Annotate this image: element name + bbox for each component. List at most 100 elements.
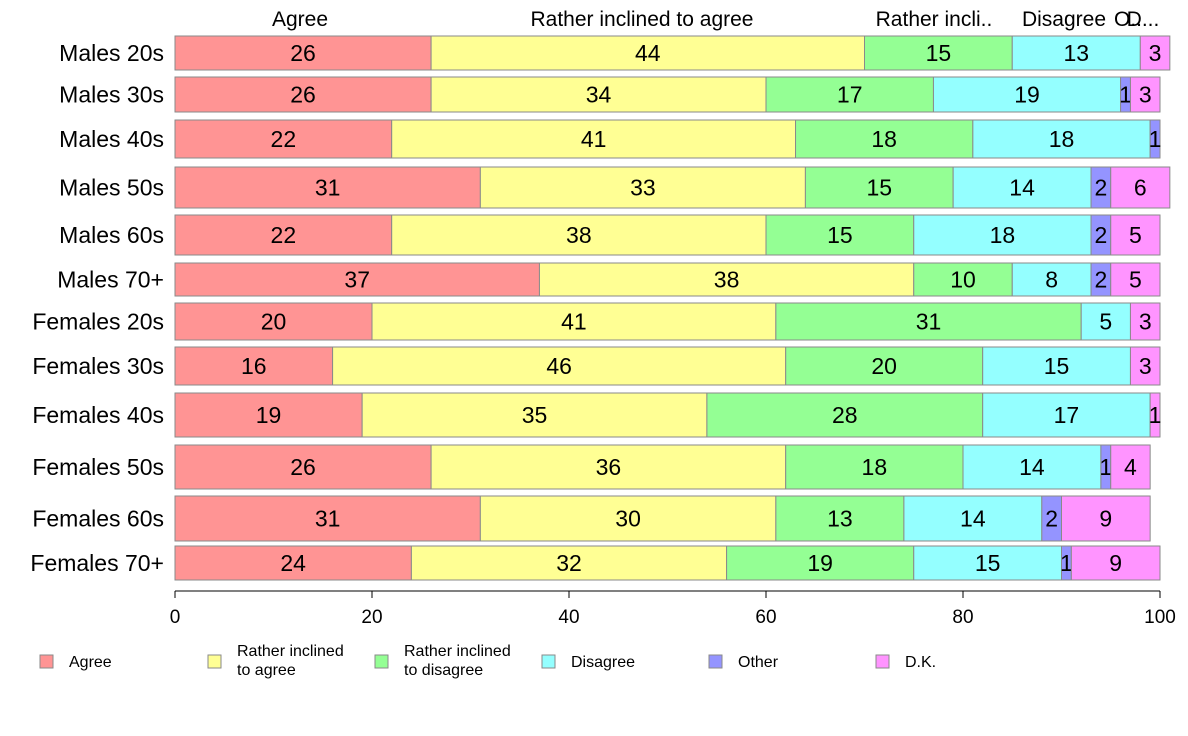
bar-females-20s-d-k (1129, 302, 1161, 341)
category-label: Males 50s (59, 175, 164, 201)
bar-value-label: 13 (827, 506, 853, 532)
legend-label-disagree: Disagree (571, 654, 635, 671)
bar-females-50s-d-k (1110, 444, 1151, 490)
bar-value-label: 1 (1060, 550, 1073, 576)
legend-swatch-rather-inclined-to-disagree (374, 654, 389, 669)
bar-males-30s-disagree (932, 76, 1122, 113)
bar-value-label: 1 (1149, 126, 1162, 152)
bar-value-label: 32 (556, 550, 582, 576)
legend: Agree Rather inclined to agree Rather incli… (39, 643, 936, 679)
top-series-labels: Agree Rather inclined to agree Rather incl… (272, 8, 1159, 31)
legend-swatch-disagree (541, 654, 556, 669)
bar-value-label: 19 (1014, 82, 1040, 108)
bar-value-label: 18 (1049, 126, 1075, 152)
top-label-3: Disagree (1022, 8, 1106, 31)
bar-males-30s-rather-inclined-to-agree (430, 76, 767, 113)
bar-females-50s-disagree (962, 444, 1102, 490)
bar-value-label: 17 (1054, 402, 1080, 428)
bar-value-label: 4 (1124, 454, 1137, 480)
bar-value-label: 3 (1139, 82, 1152, 108)
bar-value-label: 44 (635, 40, 661, 66)
bar-females-40s-rather-inclined-to-agree (361, 392, 708, 438)
bar-value-label: 26 (290, 82, 316, 108)
x-tick-label: 100 (1144, 607, 1176, 628)
legend-label-rather-inclined-to-disagree: Rather inclined to disagree (404, 643, 511, 679)
bar-value-label: 33 (630, 175, 656, 201)
bar-value-label: 41 (561, 309, 587, 335)
x-tick-label: 60 (755, 607, 776, 628)
bar-females-70-rather-inclined-to-disagree (726, 545, 915, 581)
bar-females-20s-rather-inclined-to-disagree (775, 302, 1082, 341)
bar-males-40s-agree (174, 119, 393, 159)
category-label: Females 20s (32, 309, 164, 335)
bar-males-30s-d-k (1129, 76, 1161, 113)
bar-value-label: 26 (290, 454, 316, 480)
bar-value-label: 26 (290, 40, 316, 66)
bar-females-30s-disagree (982, 346, 1131, 386)
category-label: Females 30s (32, 353, 164, 379)
legend-label-d-k: D.K. (905, 654, 936, 671)
bar-value-label: 6 (1134, 175, 1147, 201)
bar-value-label: 15 (975, 550, 1001, 576)
bar-value-label: 2 (1095, 267, 1108, 293)
bar-value-label: 22 (271, 126, 297, 152)
bar-males-60s-disagree (913, 214, 1092, 256)
bar-value-label: 2 (1045, 506, 1058, 532)
x-axis: 0 20 40 60 80 100 (170, 590, 1176, 628)
bar-value-label: 15 (1044, 353, 1070, 379)
x-tick-label: 80 (952, 607, 973, 628)
legend-swatch-agree (39, 654, 54, 669)
bar-females-40s-rather-inclined-to-disagree (706, 392, 984, 438)
legend-label-agree: Agree (69, 654, 112, 671)
bars-area: 26 44 15 13 326 34 17 19 1 322 41 18 18 131 33 15 14 2 622… (174, 35, 1171, 581)
bar-value-label: 19 (256, 402, 282, 428)
bar-value-label: 30 (615, 506, 641, 532)
bar-value-label: 38 (714, 267, 740, 293)
bar-value-label: 5 (1129, 222, 1142, 248)
bar-males-70-agree (174, 262, 540, 297)
bar-males-40s-rather-inclined-to-disagree (795, 119, 974, 159)
x-tick-label: 0 (170, 607, 181, 628)
bar-value-label: 15 (926, 40, 952, 66)
category-label: Females 40s (32, 402, 164, 428)
bar-value-label: 41 (581, 126, 607, 152)
bar-females-60s-disagree (903, 495, 1043, 542)
bar-females-60s-d-k (1061, 495, 1151, 542)
bar-value-label: 31 (315, 175, 341, 201)
bar-males-70-disagree (1011, 262, 1092, 297)
bar-value-label: 10 (950, 267, 976, 293)
bar-value-label: 37 (344, 267, 370, 293)
bar-value-label: 28 (832, 402, 858, 428)
bar-value-label: 13 (1063, 40, 1089, 66)
bar-males-50s-d-k (1110, 166, 1171, 209)
bar-females-20s-disagree (1080, 302, 1131, 341)
bar-females-20s-agree (174, 302, 373, 341)
bar-value-label: 19 (807, 550, 833, 576)
bar-value-label: 20 (261, 309, 287, 335)
bar-value-label: 31 (916, 309, 942, 335)
top-label-5: D... (1127, 8, 1160, 31)
bar-males-30s-rather-inclined-to-disagree (765, 76, 934, 113)
bar-value-label: 18 (862, 454, 888, 480)
bar-females-70-d-k (1070, 545, 1161, 581)
category-label: Females 50s (32, 454, 164, 480)
bar-value-label: 16 (241, 353, 267, 379)
bar-value-label: 34 (586, 82, 612, 108)
top-label-1: Rather inclined to agree (531, 8, 754, 31)
bar-value-label: 20 (871, 353, 897, 379)
bar-females-30s-rather-inclined-to-disagree (785, 346, 984, 386)
bar-value-label: 2 (1095, 222, 1108, 248)
category-label: Males 70+ (57, 267, 164, 293)
bar-value-label: 1 (1149, 402, 1162, 428)
bar-value-label: 9 (1109, 550, 1122, 576)
bar-value-label: 2 (1095, 175, 1108, 201)
bar-value-label: 22 (271, 222, 297, 248)
x-tick-label: 20 (361, 607, 382, 628)
category-label: Males 40s (59, 126, 164, 152)
category-label: Males 20s (59, 40, 164, 66)
bar-males-50s-disagree (952, 166, 1092, 209)
legend-swatch-other (708, 654, 723, 669)
bar-value-label: 18 (871, 126, 897, 152)
bar-males-60s-rather-inclined-to-disagree (765, 214, 915, 256)
bar-females-30s-agree (174, 346, 334, 386)
